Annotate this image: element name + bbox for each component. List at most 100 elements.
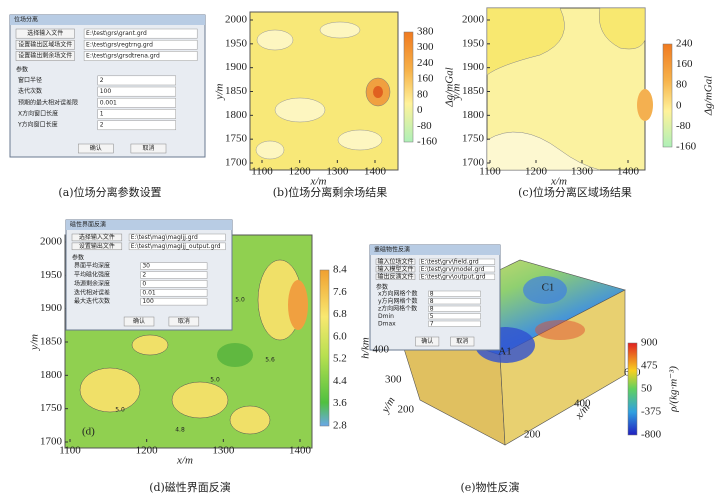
param-value: 1 (100, 111, 104, 118)
file-button-label: 设置输出文件 (79, 242, 115, 250)
dialog-titlebar (10, 15, 205, 25)
colorbar-tick-label: 475 (641, 360, 658, 372)
param-value: 100 (100, 88, 112, 95)
param-field (428, 313, 481, 320)
param-value: 100 (142, 298, 154, 305)
param-label: x方向网格个数 (378, 289, 418, 297)
colorbar-tick-label: 900 (641, 337, 658, 349)
x-tick-label: 1300 (571, 166, 594, 178)
file-button-label: 选择输入文件 (27, 29, 63, 37)
path-text: E:\test\grv\model.grd (421, 266, 485, 273)
param-label: 迭代相对误差 (74, 288, 110, 296)
colorbar-tick-label: 160 (417, 73, 434, 85)
param-value: 0 (142, 280, 146, 287)
file-button[interactable] (71, 242, 123, 251)
cancel-button[interactable] (450, 336, 475, 347)
file-button[interactable] (15, 39, 75, 50)
y-tick-label: 400 (373, 344, 390, 356)
cancel-button[interactable] (168, 316, 200, 327)
colorbar-tick-label: 3.6 (333, 397, 347, 409)
param-label: X方向窗口长度 (18, 110, 58, 118)
colorbar-tick-label: 240 (676, 38, 693, 50)
y-tick-label: 1950 (40, 269, 63, 281)
param-label: 场源剩余深度 (74, 279, 110, 287)
colorbar-tick-label: 8.4 (333, 264, 347, 276)
param-value: 8 (430, 305, 434, 312)
y-tick-label: 1800 (225, 109, 248, 121)
file-button[interactable] (375, 273, 416, 280)
contour-label: 5.6 (265, 357, 275, 364)
y-tick-label: 2000 (462, 14, 485, 26)
y-tick-label: 1700 (40, 436, 63, 448)
param-label: 界面平均深度 (74, 262, 110, 270)
x-axis-label: x/m (310, 176, 327, 188)
section-label: 参数 (72, 254, 84, 262)
path-field (419, 273, 496, 280)
y-tick-label: 1850 (40, 336, 63, 348)
x-tick-label: 1200 (289, 166, 312, 178)
param-value: 2 (100, 77, 104, 84)
param-field (97, 86, 176, 97)
param-value: 0.001 (100, 99, 117, 106)
cancel-button-label: 取消 (142, 144, 154, 152)
file-button-label: 选择输入文件 (79, 233, 115, 241)
contour-c (637, 89, 653, 121)
y-axis-label: y/m (451, 84, 463, 101)
colorbar-tick-label: 80 (417, 88, 429, 100)
caption: (d)磁性界面反演 (149, 480, 231, 494)
param-label: z方向网格个数 (378, 304, 417, 312)
param-label: 平均磁化强度 (74, 271, 110, 279)
param-field (428, 298, 481, 305)
block-side (499, 289, 626, 446)
path-field (419, 266, 496, 273)
x-tick-label: 1200 (136, 445, 159, 457)
x-tick-label: 1300 (212, 445, 235, 457)
file-button[interactable] (375, 258, 416, 265)
path-text: E:\test\grv\field.grd (421, 258, 479, 265)
contour-label: 4.8 (175, 427, 185, 434)
file-button[interactable] (375, 266, 416, 273)
colorbar-tick-label: 6.0 (333, 330, 347, 342)
param-value: 2 (142, 272, 146, 279)
param-value: 30 (142, 263, 150, 270)
ok-button[interactable] (415, 336, 440, 347)
y-tick-label: 2000 (225, 14, 248, 26)
file-button[interactable] (15, 51, 75, 61)
y-axis-label: y/m (379, 395, 398, 416)
file-button-label: 设置输出剩余场文件 (18, 52, 72, 60)
file-button-label: 设置输出区域场文件 (18, 40, 72, 48)
colorbar-label: Δg/mGal (703, 76, 715, 116)
colorbar (403, 31, 414, 143)
param-field (97, 75, 176, 86)
colorbar-tick-label: 80 (676, 79, 688, 91)
ok-button-label: 确认 (133, 317, 145, 325)
file-button[interactable] (71, 233, 123, 242)
x-tick-label: 1400 (364, 166, 387, 178)
x-tick-label: 1100 (251, 166, 273, 178)
path-field (128, 233, 226, 242)
contour-label: 5.0 (210, 377, 220, 384)
cancel-button[interactable] (130, 143, 167, 154)
ok-button-label: 确认 (421, 337, 433, 345)
param-value: 7 (430, 320, 434, 327)
param-field (428, 290, 481, 297)
param-field (428, 305, 481, 312)
colorbar-tick-label: 4.4 (333, 375, 347, 387)
colorbar-tick-label: 380 (417, 26, 434, 38)
ok-button[interactable] (78, 143, 114, 154)
ok-button[interactable] (123, 316, 155, 327)
colorbar-tick-label: 2.8 (333, 420, 347, 432)
path-text: E:\test\grs\grsdtrena.grd (86, 53, 160, 60)
colorbar-tick-label: 240 (417, 57, 434, 69)
param-field (140, 280, 208, 288)
y-tick-label: 1800 (462, 109, 485, 121)
contours-b (255, 21, 383, 160)
x-tick-label: 1100 (479, 166, 501, 178)
x-tick-label: 1400 (289, 445, 312, 457)
param-value: 5 (430, 313, 434, 320)
colorbar-tick-label: 6.8 (333, 308, 347, 320)
param-field (97, 109, 176, 119)
param-value: 8 (430, 298, 434, 305)
file-button[interactable] (15, 28, 75, 39)
